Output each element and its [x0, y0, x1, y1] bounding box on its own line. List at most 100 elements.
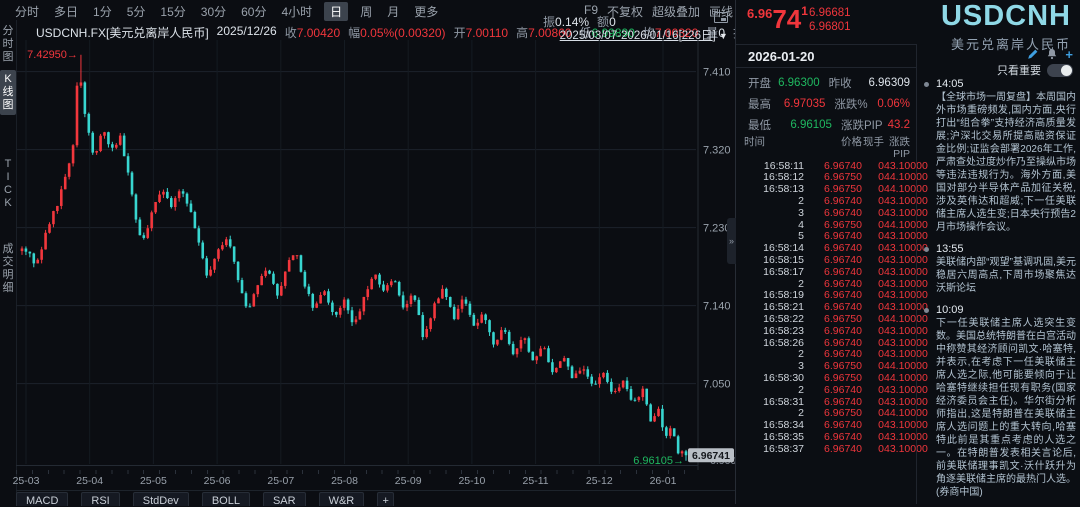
field-label: 量: [706, 26, 719, 40]
tape-price: 6.96740: [824, 194, 862, 207]
tape-time: 16:58:23: [763, 324, 804, 337]
news-timestamp: 13:55: [936, 243, 964, 255]
field-value: 7.00420: [296, 26, 341, 40]
table-row: 3 6.96740 0 43.10000: [736, 206, 928, 220]
period-tab-分时[interactable]: 分时: [15, 5, 40, 19]
edit-icon[interactable]: [1027, 48, 1039, 60]
quote-row: 开盘 6.96300 昨收 6.96309: [748, 72, 910, 93]
tape-lot: 0: [878, 336, 884, 349]
tape-price: 6.96750: [824, 218, 862, 231]
quote-value: 6.97035: [783, 97, 826, 110]
quote-news-panel: » 6.96741 6.96681 6.96801 USDCNH 美元兑离岸人民…: [727, 0, 1080, 504]
sidebar-tab-分时图[interactable]: 分 时 图: [2, 25, 14, 63]
tape-pip: 44.10000: [884, 407, 928, 420]
add-indicator-icon[interactable]: +: [377, 492, 395, 507]
tape-price: 6.96740: [824, 289, 862, 302]
x-axis-label-25-03: 25-03: [12, 475, 40, 487]
date-range-text[interactable]: 2025/03/07-2026/01/16[226日]: [559, 30, 716, 42]
tape-price: 6.96750: [824, 171, 862, 184]
dropdown-arrow-icon[interactable]: ▼: [718, 31, 728, 41]
field-label: 低: [579, 26, 592, 40]
tape-price: 6.96740: [824, 324, 862, 337]
tape-time: 2: [798, 348, 804, 361]
tape-col-价格: 价格: [841, 136, 862, 148]
sidebar-tab-成交明细[interactable]: 成 交 明 细: [2, 243, 14, 294]
period-tab-更多[interactable]: 更多: [414, 5, 439, 19]
tape-pip: 43.10000: [884, 253, 928, 266]
tape-time: 2: [798, 277, 804, 290]
last-price-tag: [688, 448, 734, 463]
period-tab-4小时[interactable]: 4小时: [281, 5, 313, 19]
table-row: 4 6.96750 0 44.10000: [736, 218, 928, 232]
tape-time: 16:58:12: [763, 171, 804, 184]
field-低: 低6.99890: [579, 24, 634, 41]
period-tab-5分[interactable]: 5分: [126, 5, 146, 19]
chart-canvas[interactable]: 7.410 7.320 7.230 7.140 7.050 7.42950→ 6.96105…: [16, 40, 736, 470]
tape-header: 时间 价格 现手 涨跌PIP: [736, 136, 916, 161]
x-axis-label-25-12: 25-12: [585, 475, 613, 487]
y-axis-label: 7.230: [703, 223, 731, 235]
tape-lot: 0: [878, 371, 884, 384]
y-axis-label: 7.410: [703, 67, 731, 79]
tape-time: 16:58:15: [763, 253, 804, 266]
news-item[interactable]: 13:55 美联储内部“观望”基调巩固,美元稳居六周高点,下周市场聚焦达沃斯论坛: [923, 243, 1076, 295]
period-tab-60分[interactable]: 60分: [241, 5, 267, 19]
news-timestamp: 14:05: [936, 78, 964, 90]
tape-col-涨跌PIP: 涨跌PIP: [889, 136, 910, 160]
table-row: 3 6.96750 0 44.10000: [736, 360, 928, 373]
field-开: 开7.00110: [454, 24, 509, 41]
pip-window-icon[interactable]: [714, 12, 728, 23]
candlestick-chart[interactable]: 7.410 7.320 7.230 7.140 7.050 7.42950→ 6.96105…: [16, 40, 736, 470]
tape-col-时间: 时间: [744, 136, 765, 148]
period-tab-1分[interactable]: 1分: [93, 5, 112, 19]
y-axis-label: 7.320: [703, 145, 731, 157]
instrument-symbol: USDCNH: [940, 0, 1071, 32]
table-row: 16:58:30 6.96750 0 44.10000: [736, 371, 928, 385]
quote-value: 43.2: [887, 118, 910, 131]
tape-pip: 43.10000: [884, 277, 928, 290]
field-value: 7.00320: [654, 26, 699, 40]
tape-price: 6.96750: [824, 312, 862, 325]
tape-time: 16:58:37: [763, 442, 804, 455]
period-tab-30分[interactable]: 30分: [200, 5, 227, 19]
important-only-toggle[interactable]: [1047, 63, 1073, 77]
tape-time: 16:58:34: [763, 419, 804, 432]
table-row: 16:58:21 6.96740 0 43.10000: [736, 301, 928, 314]
bid-ask-quotes: 6.96681 6.96801: [809, 6, 851, 34]
period-tab-15分[interactable]: 15分: [160, 5, 186, 19]
tape-pip: 43.10000: [884, 336, 928, 349]
quote-row: 最低 6.96105 涨跌PIP 43.2: [748, 114, 910, 135]
period-tab-月[interactable]: 月: [387, 5, 400, 19]
tape-time: 3: [798, 206, 804, 219]
x-axis: 25-03 25-04 25-05 25-06 25-07 25-08 25-09 25-10…: [13, 470, 735, 490]
field-value: 6.99890: [591, 26, 635, 40]
field-label: 振: [543, 15, 556, 29]
sidebar-tab-K线图[interactable]: K 线 图: [0, 70, 16, 115]
news-item[interactable]: 10:09 下一任美联储主席人选突生变数。美国总统特朗普在白宫活动中称赞其经济顾问…: [923, 304, 1076, 499]
tape-price: 6.96740: [824, 253, 862, 266]
session-date: 2025/12/26: [216, 24, 277, 38]
field-value: 0: [718, 26, 725, 40]
alert-icon[interactable]: [1046, 48, 1058, 60]
period-tab-周[interactable]: 周: [360, 5, 373, 19]
field-label: 开: [453, 26, 466, 40]
tape-price: 6.96740: [824, 348, 862, 361]
sidebar-tab-TICK[interactable]: T I C K: [4, 158, 12, 209]
period-tab-日[interactable]: 日: [324, 2, 349, 21]
tape-price: 6.96740: [824, 419, 862, 432]
menu-item-超级叠加[interactable]: 超级叠加: [652, 5, 701, 19]
tape-price: 6.96740: [824, 430, 862, 443]
menu-item-F9[interactable]: F9: [584, 3, 599, 17]
menu-item-不复权[interactable]: 不复权: [607, 5, 644, 19]
ask-price: 6.96801: [809, 21, 851, 33]
tape-pip: 44.10000: [884, 360, 928, 373]
news-item[interactable]: 14:05 【全球市场一周复盘】本周国内外市场重磅频发,国内方面,央行打出“组合拳…: [923, 78, 1076, 234]
table-row: 16:58:13 6.96750 0 44.10000: [736, 183, 928, 196]
field-额: 额0: [597, 13, 616, 30]
panel-collapse-handle[interactable]: »: [727, 218, 736, 264]
price-main-digits: 74: [772, 4, 802, 34]
field-label: 均: [642, 26, 655, 40]
tape-pip: 43.10000: [884, 289, 928, 302]
add-icon[interactable]: +: [1065, 46, 1073, 62]
period-tab-多日[interactable]: 多日: [54, 5, 79, 19]
